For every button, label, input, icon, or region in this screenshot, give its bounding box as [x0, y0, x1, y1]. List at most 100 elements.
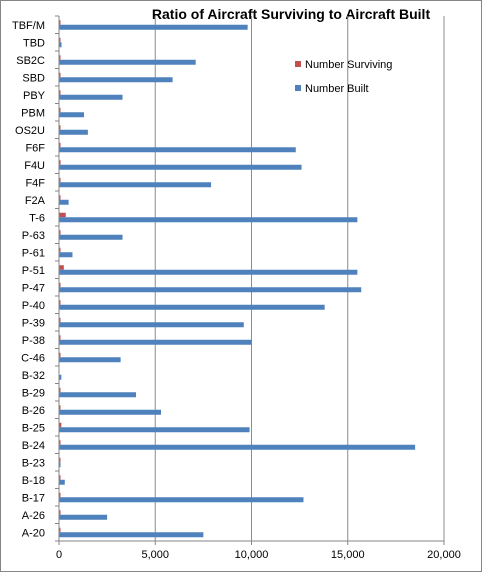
bar-surviving	[59, 195, 61, 200]
y-tick-label: B-26	[22, 405, 45, 417]
bar-built	[59, 129, 88, 135]
y-tick-label: P-47	[22, 282, 45, 294]
bar-built	[59, 462, 61, 468]
x-tick-label: 15,000	[331, 549, 365, 561]
y-tick-label: F4U	[24, 160, 45, 172]
bar-built	[59, 234, 123, 240]
y-tick-label: B-23	[22, 457, 45, 469]
bar-built	[59, 392, 136, 398]
y-tick-label: C-46	[21, 352, 45, 364]
y-tick-label: B-24	[22, 440, 45, 452]
bar-surviving	[59, 422, 62, 428]
bar-surviving	[59, 20, 61, 25]
bar-surviving	[59, 527, 61, 533]
y-tick-label: TBD	[23, 37, 45, 49]
y-tick-label: P-61	[22, 247, 45, 259]
y-tick-label: P-39	[22, 317, 45, 329]
y-tick-label: A-26	[22, 510, 45, 522]
legend-swatch	[295, 61, 301, 67]
y-tick-label: OS2U	[15, 125, 45, 137]
bar-built	[59, 497, 304, 503]
bar-surviving	[59, 230, 61, 235]
bar-built	[59, 304, 325, 310]
bar-built	[59, 339, 252, 345]
bar-built	[59, 479, 65, 485]
bar-surviving	[59, 55, 61, 60]
y-tick-label: B-29	[22, 387, 45, 399]
bar-built	[59, 217, 358, 223]
bar-surviving	[59, 107, 61, 113]
legend-swatch	[295, 85, 301, 91]
y-tick-label: P-51	[22, 265, 45, 277]
y-tick-label: P-63	[22, 230, 45, 242]
y-tick-label: PBY	[23, 90, 46, 102]
bar-surviving	[59, 352, 61, 358]
bar-surviving	[59, 317, 61, 323]
y-tick-label: P-38	[22, 335, 45, 347]
bar-built	[59, 322, 244, 328]
bar-built	[59, 182, 212, 188]
bar-built	[59, 532, 204, 538]
y-tick-label: TBF/M	[12, 20, 45, 32]
bar-built	[59, 147, 296, 153]
bar-surviving	[59, 405, 61, 410]
bar-surviving	[59, 142, 61, 148]
bar-built	[59, 199, 69, 205]
bar-built	[59, 357, 121, 363]
legend-label: Number Surviving	[305, 59, 392, 71]
bar-surviving	[59, 212, 66, 218]
bar-surviving	[59, 335, 61, 340]
bar-built	[59, 444, 416, 450]
bar-built	[59, 374, 62, 380]
y-tick-label: B-32	[22, 370, 45, 382]
bar-surviving	[59, 457, 61, 463]
x-tick-label: 10,000	[235, 549, 269, 561]
y-tick-label: SBD	[22, 72, 45, 84]
bar-surviving	[59, 440, 61, 445]
y-tick-label: F4F	[25, 177, 45, 189]
y-tick-label: PBM	[21, 107, 45, 119]
bar-built	[59, 112, 85, 118]
bar-built	[59, 252, 73, 258]
x-tick-label: 20,000	[427, 549, 461, 561]
y-tick-label: SB2C	[16, 55, 45, 67]
bar-surviving	[59, 37, 61, 43]
bar-built	[59, 514, 108, 520]
x-tick-label: 0	[56, 549, 62, 561]
y-tick-label: T-6	[29, 212, 45, 224]
bar-surviving	[59, 160, 61, 165]
y-tick-label: B-17	[22, 492, 45, 504]
bar-surviving	[59, 265, 64, 270]
bar-surviving	[59, 510, 61, 515]
bar-built	[59, 269, 358, 275]
bar-surviving	[59, 125, 61, 130]
bar-built	[59, 287, 362, 293]
chart-title: Ratio of Aircraft Surviving to Aircraft …	[152, 6, 431, 22]
y-tick-label: F2A	[25, 195, 46, 207]
legend-label: Number Built	[305, 83, 369, 95]
bar-built	[59, 427, 250, 433]
bar-surviving	[59, 90, 61, 95]
bar-built	[59, 164, 302, 170]
bar-built	[59, 94, 123, 100]
bar-surviving	[59, 475, 61, 480]
bar-surviving	[59, 492, 61, 498]
bar-built	[59, 42, 62, 48]
y-tick-label: B-18	[22, 475, 45, 487]
y-tick-label: F6F	[25, 142, 45, 154]
bar-surviving	[59, 72, 61, 78]
bar-surviving	[59, 387, 61, 393]
bar-surviving	[59, 177, 61, 183]
bar-surviving	[59, 282, 61, 288]
y-tick-label: P-40	[22, 300, 45, 312]
bar-surviving	[59, 247, 61, 253]
bar-built	[59, 59, 196, 65]
bar-surviving	[59, 300, 61, 305]
y-tick-label: B-25	[22, 422, 45, 434]
x-tick-label: 5,000	[141, 549, 169, 561]
bar-built	[59, 77, 173, 83]
bar-built	[59, 24, 248, 30]
y-tick-label: A-20	[22, 527, 45, 539]
